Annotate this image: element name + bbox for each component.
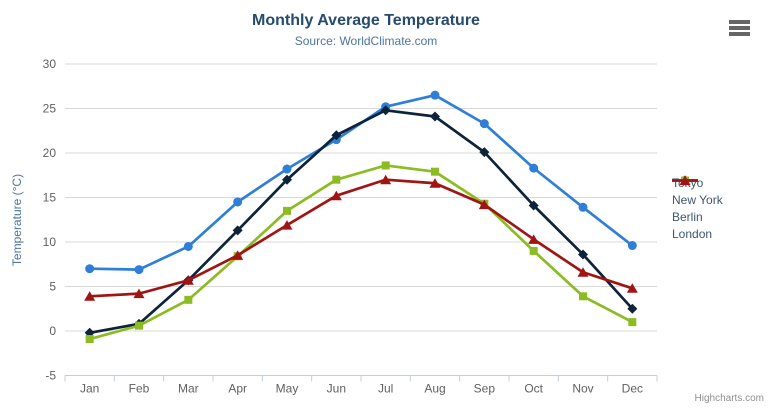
x-axis-label: Jul	[378, 382, 393, 396]
marker-berlin[interactable]	[431, 167, 439, 176]
hamburger-bar	[729, 20, 750, 24]
y-axis-label: 25	[43, 102, 57, 116]
x-axis-label: Feb	[129, 382, 150, 396]
marker-tokyo[interactable]	[627, 241, 637, 251]
marker-tokyo[interactable]	[430, 90, 440, 100]
marker-tokyo[interactable]	[183, 241, 193, 251]
marker-new-york[interactable]	[578, 249, 588, 260]
y-axis-label: -5	[45, 369, 56, 383]
legend-item-new-york[interactable]: New York	[672, 175, 723, 208]
x-axis-label: Dec	[622, 382, 643, 396]
marker-tokyo[interactable]	[529, 163, 539, 173]
marker-berlin[interactable]	[283, 206, 291, 215]
marker-london[interactable]	[429, 178, 441, 188]
marker-tokyo[interactable]	[282, 164, 292, 174]
marker-tokyo[interactable]	[578, 202, 588, 212]
legend-label: New York	[672, 192, 723, 207]
legend-marker-triangle	[672, 175, 698, 186]
x-axis-label: Mar	[178, 382, 199, 396]
marker-london[interactable]	[182, 275, 194, 285]
series-line-new-york[interactable]	[88, 108, 634, 335]
marker-berlin[interactable]	[529, 246, 538, 255]
marker-berlin[interactable]	[332, 175, 341, 184]
marker-london[interactable]	[133, 288, 145, 299]
legend-item-berlin[interactable]: Berlin	[672, 176, 723, 225]
marker-london[interactable]	[577, 267, 589, 277]
marker-london[interactable]	[478, 199, 490, 210]
marker-berlin[interactable]	[85, 335, 94, 344]
marker-tokyo[interactable]	[479, 119, 489, 129]
marker-london[interactable]	[380, 174, 392, 185]
x-axis-label: Jan	[80, 382, 99, 396]
y-axis-title: Temperature (°C)	[10, 173, 24, 267]
hamburger-bar	[729, 32, 750, 36]
series-line-berlin[interactable]	[88, 164, 634, 341]
x-axis-label: Aug	[424, 382, 445, 396]
x-axis-label: Jun	[327, 382, 346, 396]
legend-symbol-london[interactable]	[679, 175, 691, 186]
chart-subtitle: Source: WorldClimate.com	[294, 34, 438, 48]
marker-berlin[interactable]	[135, 321, 143, 330]
x-axis-label: May	[276, 382, 299, 396]
marker-london[interactable]	[84, 291, 96, 301]
marker-london[interactable]	[281, 220, 293, 230]
y-axis-label: 10	[43, 235, 57, 249]
marker-berlin[interactable]	[579, 292, 587, 301]
marker-london[interactable]	[232, 250, 244, 260]
legend-item-london[interactable]: London	[672, 175, 723, 242]
y-axis-label: 0	[49, 324, 56, 338]
marker-tokyo[interactable]	[134, 265, 144, 275]
marker-berlin[interactable]	[184, 295, 193, 304]
hamburger-bar	[729, 26, 750, 30]
marker-london[interactable]	[626, 283, 638, 293]
marker-berlin[interactable]	[381, 161, 390, 170]
y-axis-label: 20	[43, 146, 57, 160]
marker-tokyo[interactable]	[85, 264, 95, 274]
legend-label: Berlin	[672, 209, 703, 224]
marker-tokyo[interactable]	[233, 197, 243, 207]
marker-new-york[interactable]	[232, 225, 243, 236]
marker-new-york[interactable]	[528, 200, 539, 211]
x-axis-label: Nov	[572, 382, 593, 396]
marker-new-york[interactable]	[627, 303, 638, 314]
y-axis-label: 30	[43, 57, 57, 71]
hamburger-icon[interactable]	[727, 18, 753, 40]
highcharts-credits-link[interactable]: Highcharts.com	[694, 393, 764, 404]
legend-label: London	[672, 226, 713, 241]
marker-london[interactable]	[330, 190, 342, 201]
marker-new-york[interactable]	[282, 174, 292, 185]
series-line-london[interactable]	[88, 178, 634, 298]
marker-new-york[interactable]	[430, 111, 440, 122]
x-axis-label: Oct	[524, 382, 543, 396]
marker-new-york[interactable]	[479, 147, 490, 158]
marker-new-york[interactable]	[331, 130, 342, 141]
y-axis-label: 15	[43, 191, 57, 205]
marker-new-york[interactable]	[380, 105, 391, 116]
marker-london[interactable]	[528, 234, 540, 244]
x-axis-label: Sep	[474, 382, 496, 396]
x-axis-label: Apr	[228, 382, 247, 396]
chart-title: Monthly Average Temperature	[252, 12, 480, 29]
y-axis-label: 5	[49, 280, 56, 294]
marker-berlin[interactable]	[628, 318, 637, 327]
